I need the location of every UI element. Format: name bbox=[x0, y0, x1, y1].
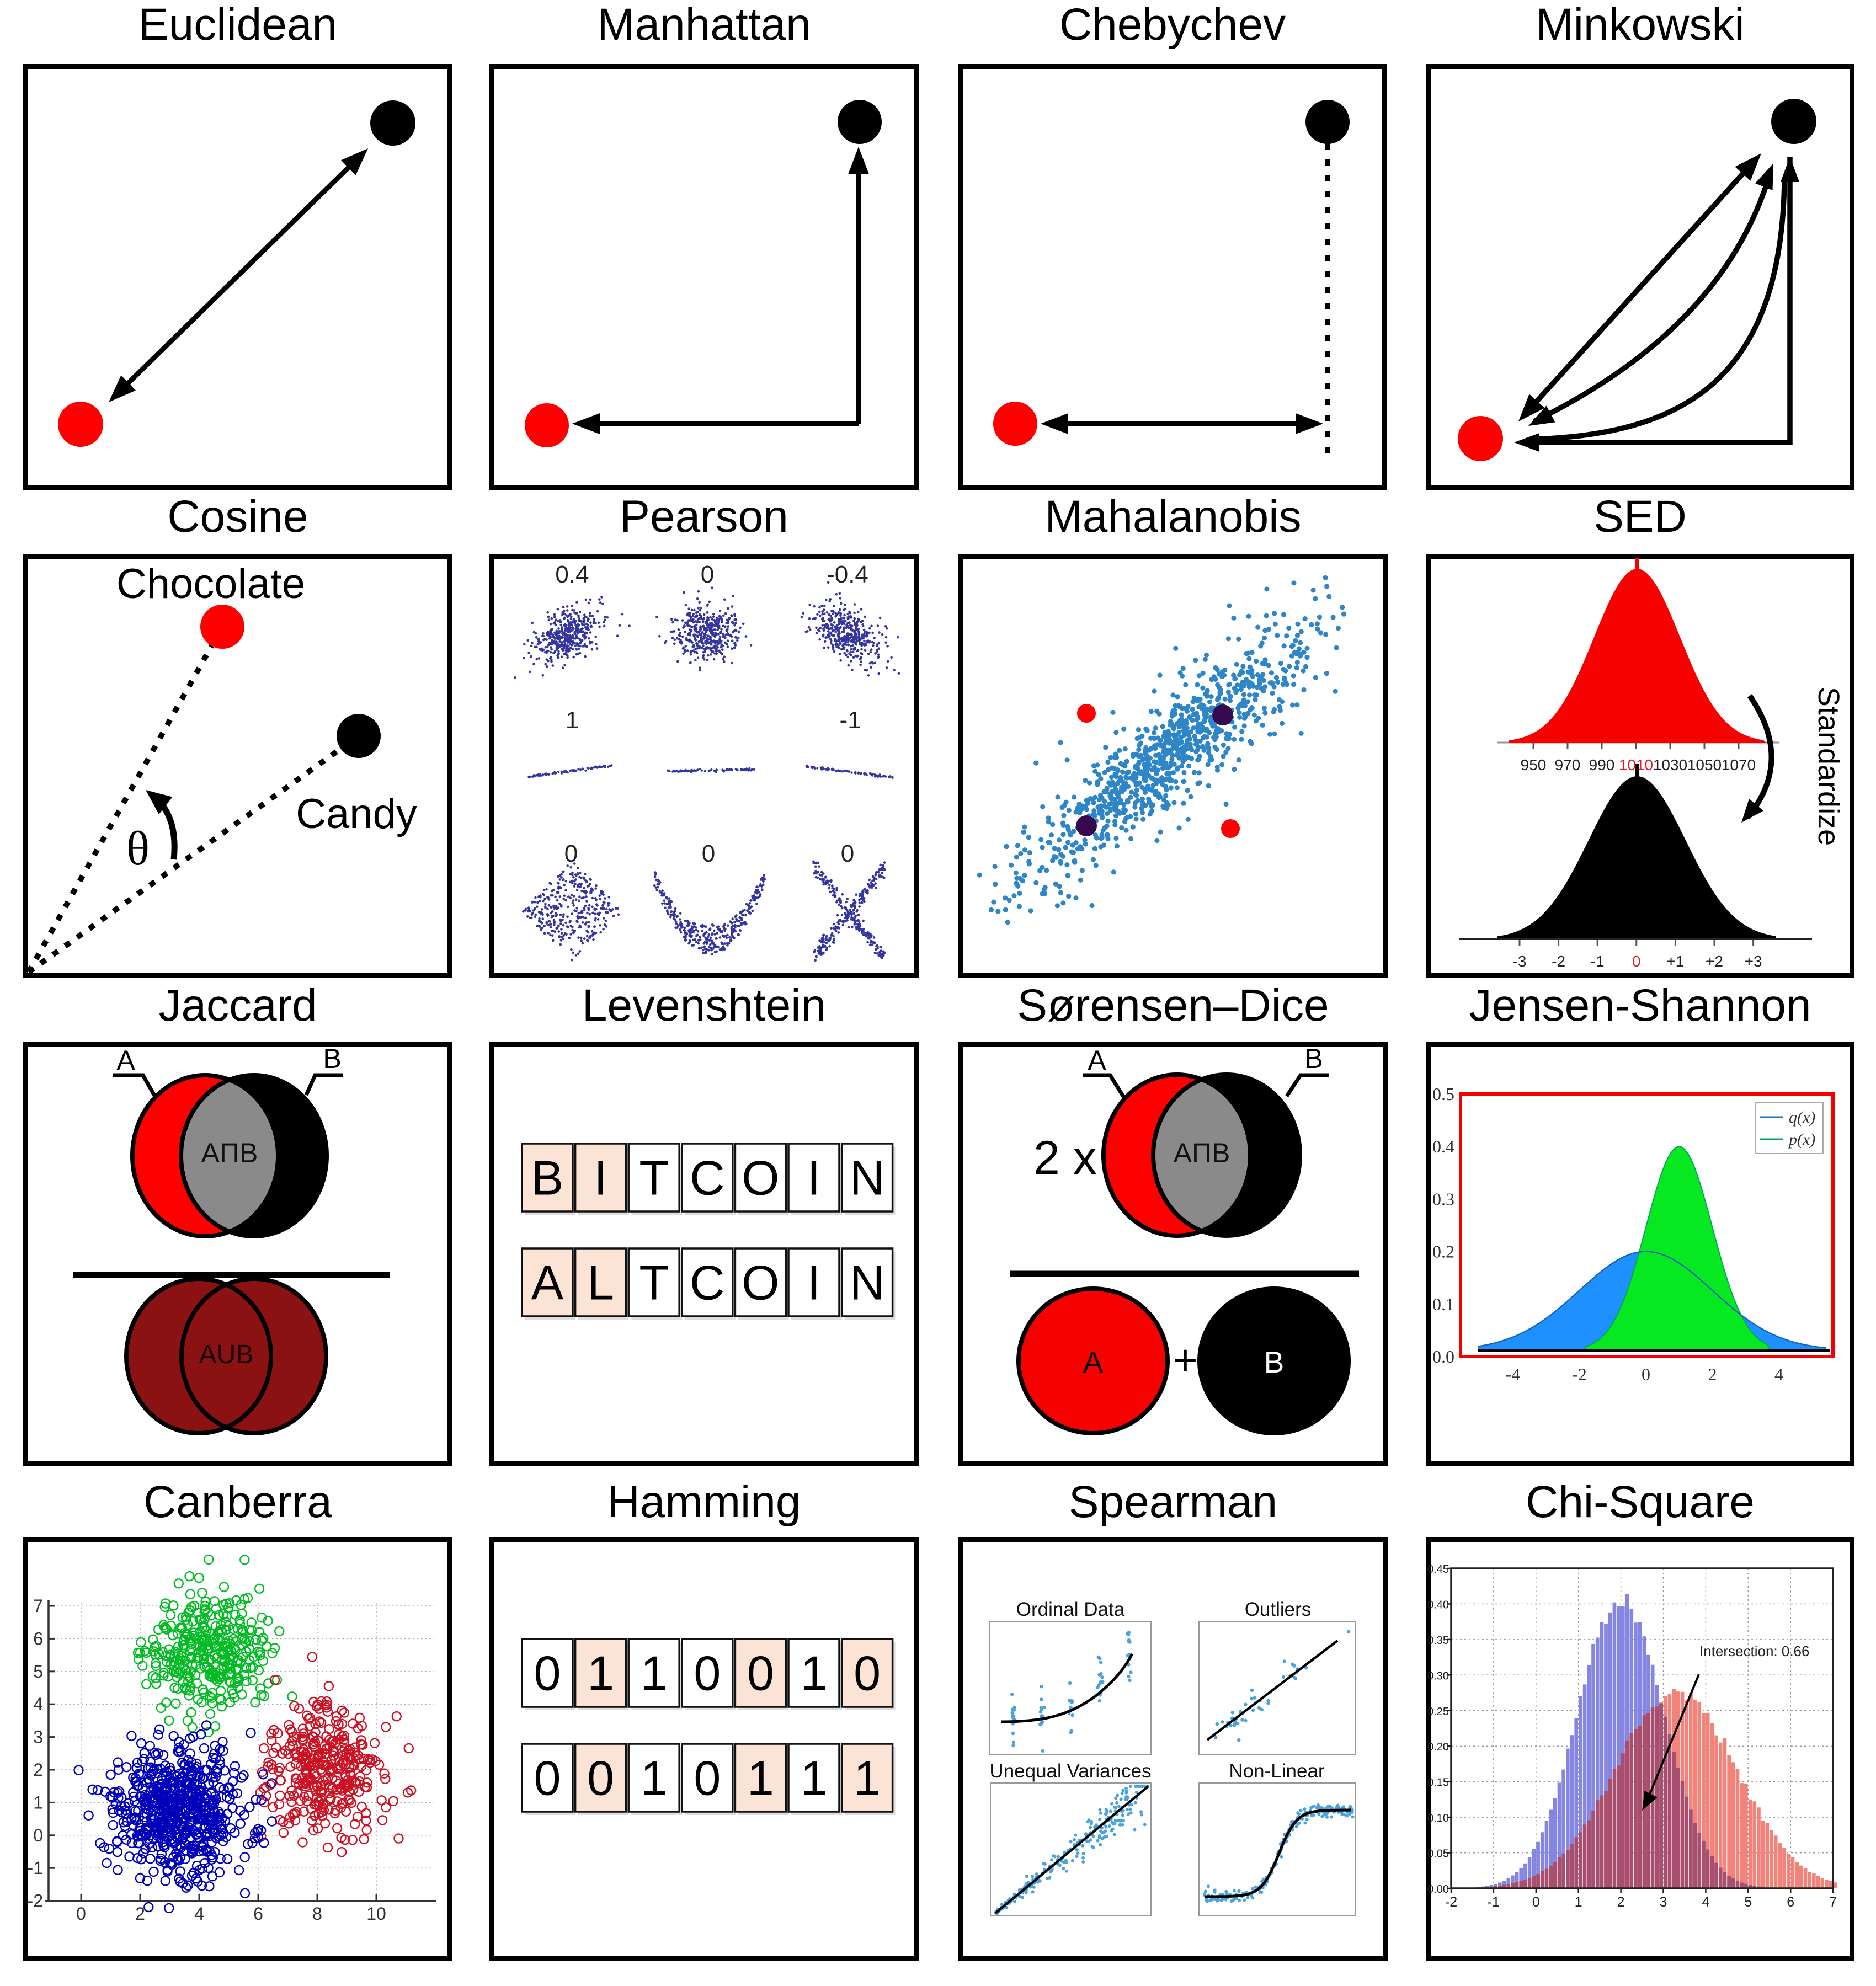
svg-text:0: 0 bbox=[76, 1904, 86, 1924]
svg-text:+: + bbox=[1172, 1336, 1198, 1384]
svg-text:B: B bbox=[323, 1043, 341, 1074]
svg-text:AUB: AUB bbox=[199, 1340, 254, 1369]
svg-text:AΠB: AΠB bbox=[201, 1138, 258, 1168]
svg-text:2: 2 bbox=[1708, 1364, 1717, 1384]
svg-text:A: A bbox=[1088, 1045, 1106, 1076]
svg-text:2 x: 2 x bbox=[1033, 1131, 1097, 1184]
svg-text:0.0: 0.0 bbox=[1432, 1347, 1454, 1366]
svg-text:A: A bbox=[1083, 1345, 1104, 1379]
svg-text:0: 0 bbox=[564, 840, 578, 867]
svg-text:-0.4: -0.4 bbox=[827, 561, 868, 588]
svg-text:A: A bbox=[116, 1045, 135, 1076]
svg-text:O: O bbox=[742, 1256, 779, 1310]
svg-text:990: 990 bbox=[1589, 756, 1615, 773]
svg-text:I: I bbox=[807, 1151, 820, 1205]
svg-text:0: 0 bbox=[1642, 1364, 1650, 1384]
svg-text:B: B bbox=[1304, 1043, 1323, 1074]
svg-text:T: T bbox=[639, 1151, 669, 1205]
svg-text:C: C bbox=[690, 1256, 725, 1310]
svg-text:2: 2 bbox=[135, 1904, 145, 1924]
svg-text:0.2: 0.2 bbox=[1432, 1242, 1454, 1262]
svg-text:0: 0 bbox=[702, 840, 715, 867]
svg-text:q(x): q(x) bbox=[1789, 1108, 1815, 1127]
svg-text:T: T bbox=[639, 1256, 669, 1310]
svg-text:3: 3 bbox=[33, 1727, 43, 1747]
svg-text:0: 0 bbox=[33, 1825, 43, 1845]
svg-text:4: 4 bbox=[33, 1694, 43, 1714]
svg-text:5: 5 bbox=[33, 1662, 43, 1681]
svg-text:1: 1 bbox=[33, 1792, 43, 1812]
svg-text:950: 950 bbox=[1521, 756, 1547, 773]
svg-text:p(x): p(x) bbox=[1788, 1130, 1815, 1149]
svg-text:970: 970 bbox=[1555, 756, 1581, 773]
svg-text:1050: 1050 bbox=[1687, 756, 1722, 773]
svg-text:10: 10 bbox=[366, 1904, 386, 1924]
svg-text:-2: -2 bbox=[1572, 1364, 1587, 1384]
svg-text:0: 0 bbox=[1632, 953, 1641, 970]
svg-text:B: B bbox=[1264, 1345, 1285, 1379]
svg-text:Standardize: Standardize bbox=[1812, 687, 1845, 846]
svg-text:-1: -1 bbox=[28, 1858, 43, 1878]
svg-text:Candy: Candy bbox=[296, 791, 417, 837]
svg-text:-1: -1 bbox=[839, 707, 861, 734]
svg-text:6: 6 bbox=[253, 1904, 263, 1924]
svg-text:-4: -4 bbox=[1506, 1364, 1521, 1384]
svg-text:7: 7 bbox=[33, 1596, 43, 1616]
svg-text:+2: +2 bbox=[1706, 953, 1723, 970]
svg-text:+1: +1 bbox=[1666, 953, 1684, 970]
svg-text:6: 6 bbox=[33, 1629, 43, 1648]
svg-text:-3: -3 bbox=[1513, 953, 1527, 970]
svg-text:N: N bbox=[850, 1151, 885, 1205]
svg-text:0: 0 bbox=[841, 840, 854, 867]
svg-text:O: O bbox=[742, 1151, 779, 1205]
svg-text:N: N bbox=[850, 1256, 885, 1310]
svg-text:1070: 1070 bbox=[1722, 756, 1756, 773]
svg-text:1: 1 bbox=[566, 707, 579, 734]
svg-text:0.4: 0.4 bbox=[1432, 1136, 1454, 1156]
svg-text:L: L bbox=[587, 1256, 614, 1310]
svg-text:0.5: 0.5 bbox=[1432, 1084, 1454, 1104]
svg-text:0.3: 0.3 bbox=[1432, 1189, 1454, 1209]
svg-text:1030: 1030 bbox=[1653, 756, 1687, 773]
svg-text:C: C bbox=[690, 1151, 725, 1205]
svg-text:0: 0 bbox=[701, 561, 714, 588]
svg-text:+3: +3 bbox=[1745, 953, 1762, 970]
svg-text:θ: θ bbox=[126, 822, 150, 875]
svg-text:I: I bbox=[807, 1256, 820, 1310]
svg-text:0.1: 0.1 bbox=[1432, 1294, 1454, 1314]
svg-text:B: B bbox=[531, 1151, 564, 1205]
svg-text:A: A bbox=[531, 1256, 564, 1310]
svg-text:-2: -2 bbox=[1552, 953, 1565, 970]
svg-text:-2: -2 bbox=[28, 1891, 43, 1911]
svg-text:-1: -1 bbox=[1591, 953, 1605, 970]
svg-text:I: I bbox=[594, 1151, 607, 1205]
svg-text:4: 4 bbox=[194, 1904, 204, 1924]
svg-text:0.4: 0.4 bbox=[555, 561, 589, 588]
svg-text:2: 2 bbox=[33, 1760, 43, 1780]
svg-text:4: 4 bbox=[1774, 1364, 1783, 1384]
svg-text:8: 8 bbox=[312, 1904, 322, 1924]
svg-text:AΠB: AΠB bbox=[1174, 1138, 1230, 1168]
svg-text:Chocolate: Chocolate bbox=[116, 560, 305, 607]
